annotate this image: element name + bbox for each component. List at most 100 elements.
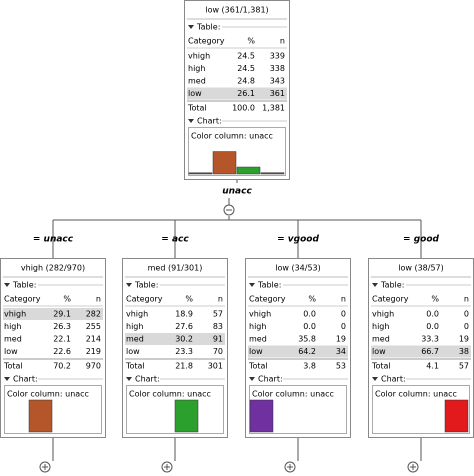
table-label: Table:	[134, 281, 158, 290]
total-cell: 3.8	[303, 362, 316, 371]
table-cell: 338	[270, 64, 285, 73]
table-cell: 0	[341, 322, 346, 331]
table-cell: 0.0	[426, 322, 439, 331]
table-cell: 19	[336, 335, 346, 344]
column-header: n	[218, 295, 223, 304]
table-cell: 27.6	[175, 322, 193, 331]
plus-sign	[42, 464, 48, 470]
color-column: Color column: unacc	[375, 390, 457, 399]
row-highlight	[187, 87, 287, 100]
class-bar	[444, 399, 469, 433]
table-cell: low	[126, 347, 140, 356]
table-cell: 57	[213, 310, 223, 319]
table-cell: 255	[86, 322, 101, 331]
table-cell: high	[249, 322, 266, 331]
node-title: low (361/1,381)	[205, 6, 268, 15]
table-label: Table:	[196, 23, 220, 32]
table-cell: 339	[270, 52, 285, 61]
table-cell: 22.1	[53, 335, 71, 344]
table-cell: 22.6	[53, 347, 71, 356]
table-cell: med	[372, 335, 390, 344]
column-header: n	[96, 295, 101, 304]
column-header: %	[247, 37, 255, 46]
table-cell: low	[4, 347, 18, 356]
total-cell: 100.0	[232, 104, 255, 113]
total-cell: 70.2	[53, 362, 71, 371]
table-cell: 214	[86, 335, 101, 344]
column-header: n	[341, 295, 346, 304]
column-header: Category	[249, 295, 286, 304]
table-cell: 33.3	[421, 335, 439, 344]
column-header: Category	[126, 295, 163, 304]
edge-label: = acc	[161, 235, 189, 245]
table-cell: vhigh	[372, 310, 394, 319]
table-cell: 34	[336, 347, 346, 356]
expand-arrow	[372, 377, 378, 381]
color-column: Color column: unacc	[252, 390, 334, 399]
column-header: Category	[372, 295, 409, 304]
table-cell: 343	[270, 77, 285, 86]
total-cell: 970	[86, 362, 101, 371]
total-cell: 4.1	[426, 362, 439, 371]
chart-label: Chart:	[197, 117, 222, 126]
total-cell: 301	[208, 362, 223, 371]
class-bar	[249, 399, 274, 433]
class-bar	[260, 172, 285, 175]
column-header: Category	[188, 37, 225, 46]
total-cell: Total	[125, 362, 145, 371]
table-cell: 83	[213, 322, 223, 331]
table-cell: med	[249, 335, 267, 344]
table-cell: 18.9	[175, 310, 193, 319]
table-cell: 0.0	[303, 322, 316, 331]
table-cell: 70	[213, 347, 223, 356]
class-bar	[212, 151, 237, 175]
table-cell: med	[126, 335, 144, 344]
column-header: %	[185, 295, 193, 304]
table-cell: 24.8	[237, 77, 255, 86]
table-cell: 38	[459, 347, 469, 356]
row-highlight	[371, 345, 471, 358]
table-cell: 19	[459, 335, 469, 344]
table-cell: 24.5	[237, 64, 255, 73]
class-bar	[188, 172, 213, 175]
expand-arrow	[4, 377, 10, 381]
class-bar	[236, 166, 261, 175]
table-cell: 0.0	[426, 310, 439, 319]
expand-arrow	[188, 25, 194, 29]
color-column: Color column: unacc	[129, 390, 211, 399]
node-title: med (91/301)	[148, 264, 203, 273]
chart-label: Chart:	[13, 375, 38, 384]
table-cell: vhigh	[188, 52, 210, 61]
expand-arrow	[4, 283, 10, 287]
chart-label: Chart:	[258, 375, 283, 384]
expand-arrow	[249, 283, 255, 287]
table-cell: 282	[86, 310, 101, 319]
table-cell: med	[188, 77, 206, 86]
total-cell: 53	[336, 362, 346, 371]
table-cell: 0	[464, 322, 469, 331]
table-cell: 26.1	[237, 89, 255, 98]
row-highlight	[248, 345, 348, 358]
table-cell: low	[249, 347, 263, 356]
total-cell: 21.8	[175, 362, 193, 371]
table-cell: 64.2	[298, 347, 316, 356]
expand-arrow	[126, 377, 132, 381]
table-cell: high	[126, 322, 143, 331]
table-cell: 219	[86, 347, 101, 356]
column-header: n	[280, 37, 285, 46]
table-cell: low	[188, 89, 202, 98]
row-highlight	[3, 308, 103, 320]
total-cell: Total	[371, 362, 391, 371]
table-cell: 0	[341, 310, 346, 319]
column-header: %	[308, 295, 316, 304]
table-cell: 361	[270, 89, 285, 98]
total-cell: Total	[187, 104, 207, 113]
table-cell: 35.8	[298, 335, 316, 344]
table-label: Table:	[380, 281, 404, 290]
color-column: Color column: unacc	[191, 132, 273, 141]
table-cell: 66.7	[421, 347, 439, 356]
row-highlight	[125, 333, 225, 345]
total-cell: Total	[248, 362, 268, 371]
edge-label: = vgood	[277, 235, 319, 245]
